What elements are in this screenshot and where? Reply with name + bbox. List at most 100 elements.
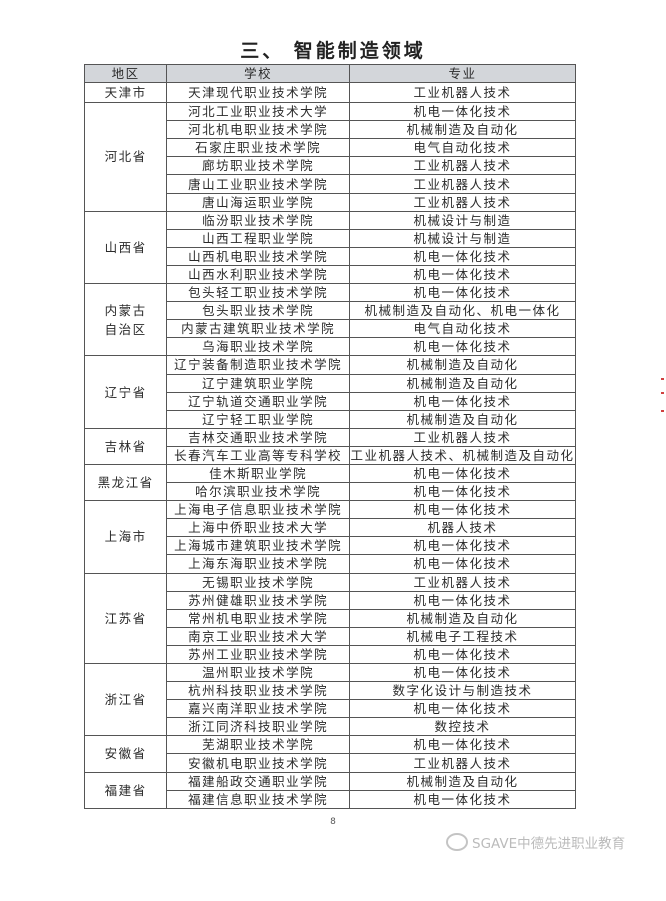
major-cell: 数控技术 bbox=[349, 717, 576, 737]
major-cell: 机电一体化技术 bbox=[349, 735, 576, 755]
table-row: 苏州工业职业技术学院 机电一体化技术 bbox=[85, 644, 576, 665]
major-cell: 机械电子工程技术 bbox=[349, 626, 576, 646]
scan-mark bbox=[661, 410, 664, 412]
major-cell: 机械制造及自动化 bbox=[349, 373, 576, 393]
school-cell: 上海城市建筑职业技术学院 bbox=[166, 536, 350, 556]
major-cell: 电气自动化技术 bbox=[349, 319, 576, 339]
major-cell: 机电一体化技术 bbox=[349, 699, 576, 719]
school-cell: 山西工程职业学院 bbox=[166, 228, 350, 248]
table-row: 杭州科技职业技术学院 数字化设计与制造技术 bbox=[85, 681, 576, 701]
school-cell: 常州机电职业技术学院 bbox=[166, 608, 350, 628]
table-row: 上海中侨职业技术大学 机器人技术 bbox=[85, 518, 576, 538]
region-cell: 吉林省 bbox=[83, 427, 168, 465]
region-cell: 上海市 bbox=[83, 500, 168, 574]
major-cell: 机械制造及自动化、机电一体化 bbox=[349, 301, 576, 321]
major-cell: 机电一体化技术 bbox=[349, 102, 576, 122]
table-row: 山西工程职业学院 机械设计与制造 bbox=[85, 228, 576, 248]
region-cell: 黑龙江省 bbox=[83, 463, 168, 502]
school-cell: 安徽机电职业技术学院 bbox=[166, 753, 350, 773]
scan-mark bbox=[661, 378, 664, 380]
school-cell: 福建船政交通职业学院 bbox=[166, 771, 350, 791]
school-table: 地区 学校 专业 天津市 天津现代职业技术学院 工业机器人技术 河北省 河北工业职业技术… bbox=[83, 63, 576, 809]
major-cell: 机电一体化技术 bbox=[349, 662, 576, 683]
table-row: 河北机电职业技术学院 机械制造及自动化 bbox=[85, 120, 576, 140]
school-cell: 吉林交通职业技术学院 bbox=[166, 427, 350, 447]
school-cell: 南京工业职业技术大学 bbox=[166, 626, 350, 646]
major-cell: 工业机器人技术 bbox=[349, 572, 576, 592]
school-cell: 杭州科技职业技术学院 bbox=[166, 681, 350, 701]
table-row: 上海东海职业技术学院 机电一体化技术 bbox=[85, 554, 576, 574]
table-row: 天津市 天津现代职业技术学院 工业机器人技术 bbox=[83, 82, 576, 104]
major-cell: 机械制造及自动化 bbox=[349, 120, 576, 140]
school-cell: 乌海职业技术学院 bbox=[166, 337, 350, 357]
major-cell: 工业机器人技术 bbox=[349, 174, 576, 194]
school-cell: 上海东海职业技术学院 bbox=[166, 554, 350, 574]
table-row: 福建信息职业技术学院 机电一体化技术 bbox=[85, 789, 576, 809]
school-cell: 内蒙古建筑职业技术学院 bbox=[166, 319, 350, 339]
school-cell: 石家庄职业技术学院 bbox=[166, 138, 350, 158]
major-cell: 机电一体化技术 bbox=[349, 391, 576, 411]
major-cell: 机械设计与制造 bbox=[349, 210, 576, 230]
school-cell: 上海中侨职业技术大学 bbox=[166, 518, 350, 538]
region-cell: 辽宁省 bbox=[83, 355, 168, 429]
table-row: 常州机电职业技术学院 机械制造及自动化 bbox=[85, 608, 576, 628]
region-cell: 河北省 bbox=[83, 102, 168, 212]
region-cell: 江苏省 bbox=[83, 572, 168, 665]
table-row: 江苏省 无锡职业技术学院 工业机器人技术 bbox=[83, 572, 576, 665]
major-cell: 机电一体化技术 bbox=[349, 463, 576, 484]
table-row: 浙江同济科技职业学院 数控技术 bbox=[85, 717, 576, 737]
major-cell: 机械制造及自动化 bbox=[349, 355, 576, 375]
region-cell: 浙江省 bbox=[83, 662, 168, 737]
major-cell: 机电一体化技术 bbox=[349, 536, 576, 556]
major-cell: 数字化设计与制造技术 bbox=[349, 681, 576, 701]
school-cell: 苏州健雄职业技术学院 bbox=[166, 590, 350, 610]
table-row: 嘉兴南洋职业技术学院 机电一体化技术 bbox=[85, 699, 576, 719]
region-cell: 天津市 bbox=[83, 82, 168, 104]
table-row: 山西机电职业技术学院 机电一体化技术 bbox=[85, 246, 576, 266]
table-row: 辽宁省 辽宁装备制造职业技术学院 机械制造及自动化 bbox=[83, 355, 576, 429]
major-cell: 工业机器人技术 bbox=[349, 427, 576, 447]
school-cell: 上海电子信息职业技术学院 bbox=[166, 500, 350, 520]
table-row: 包头职业技术学院 机械制造及自动化、机电一体化 bbox=[85, 301, 576, 321]
region-cell: 山西省 bbox=[83, 210, 168, 285]
major-cell: 工业机器人技术 bbox=[349, 156, 576, 176]
school-cell: 长春汽车工业高等专科学校 bbox=[166, 445, 350, 465]
major-cell: 工业机器人技术 bbox=[349, 753, 576, 773]
major-cell: 机械制造及自动化 bbox=[349, 771, 576, 791]
header-region: 地区 bbox=[83, 63, 168, 84]
major-cell: 机电一体化技术 bbox=[349, 500, 576, 520]
table-row: 乌海职业技术学院 机电一体化技术 bbox=[85, 337, 576, 357]
table-row: 安徽省 芜湖职业技术学院 机电一体化技术 bbox=[83, 735, 576, 773]
table-row: 浙江省 温州职业技术学院 机电一体化技术 bbox=[83, 662, 576, 737]
school-cell: 唐山海运职业学院 bbox=[166, 192, 350, 212]
table-header-row: 地区 学校 专业 bbox=[83, 63, 576, 84]
major-cell: 电气自动化技术 bbox=[349, 138, 576, 158]
school-cell: 天津现代职业技术学院 bbox=[166, 82, 350, 104]
school-cell: 辽宁轨道交通职业学院 bbox=[166, 391, 350, 411]
school-cell: 河北工业职业技术大学 bbox=[166, 102, 350, 122]
table-row: 内蒙古 自治区 包头轻工职业技术学院 机电一体化技术 bbox=[83, 283, 576, 357]
wechat-icon bbox=[446, 833, 468, 851]
major-cell: 机电一体化技术 bbox=[349, 644, 576, 665]
school-cell: 温州职业技术学院 bbox=[166, 662, 350, 683]
major-cell: 工业机器人技术 bbox=[349, 82, 576, 104]
school-cell: 廊坊职业技术学院 bbox=[166, 156, 350, 176]
table-row: 南京工业职业技术大学 机械电子工程技术 bbox=[85, 626, 576, 646]
table-row: 河北省 河北工业职业技术大学 机电一体化技术 bbox=[83, 102, 576, 212]
major-cell: 机电一体化技术 bbox=[349, 264, 576, 285]
school-cell: 佳木斯职业学院 bbox=[166, 463, 350, 484]
table-row: 上海市 上海电子信息职业技术学院 机电一体化技术 bbox=[83, 500, 576, 574]
table-row: 唐山海运职业学院 工业机器人技术 bbox=[85, 192, 576, 212]
table-row: 内蒙古建筑职业技术学院 电气自动化技术 bbox=[85, 319, 576, 339]
major-cell: 工业机器人技术、机械制造及自动化 bbox=[349, 445, 576, 465]
major-cell: 机械制造及自动化 bbox=[349, 409, 576, 429]
school-cell: 浙江同济科技职业学院 bbox=[166, 717, 350, 737]
school-cell: 唐山工业职业技术学院 bbox=[166, 174, 350, 194]
school-cell: 辽宁装备制造职业技术学院 bbox=[166, 355, 350, 375]
school-cell: 无锡职业技术学院 bbox=[166, 572, 350, 592]
watermark: SGAVE中德先进职业教育 bbox=[446, 832, 625, 852]
table-row: 石家庄职业技术学院 电气自动化技术 bbox=[85, 138, 576, 158]
header-school: 学校 bbox=[166, 63, 350, 84]
major-cell: 机电一体化技术 bbox=[349, 482, 576, 502]
major-cell: 机电一体化技术 bbox=[349, 789, 576, 809]
